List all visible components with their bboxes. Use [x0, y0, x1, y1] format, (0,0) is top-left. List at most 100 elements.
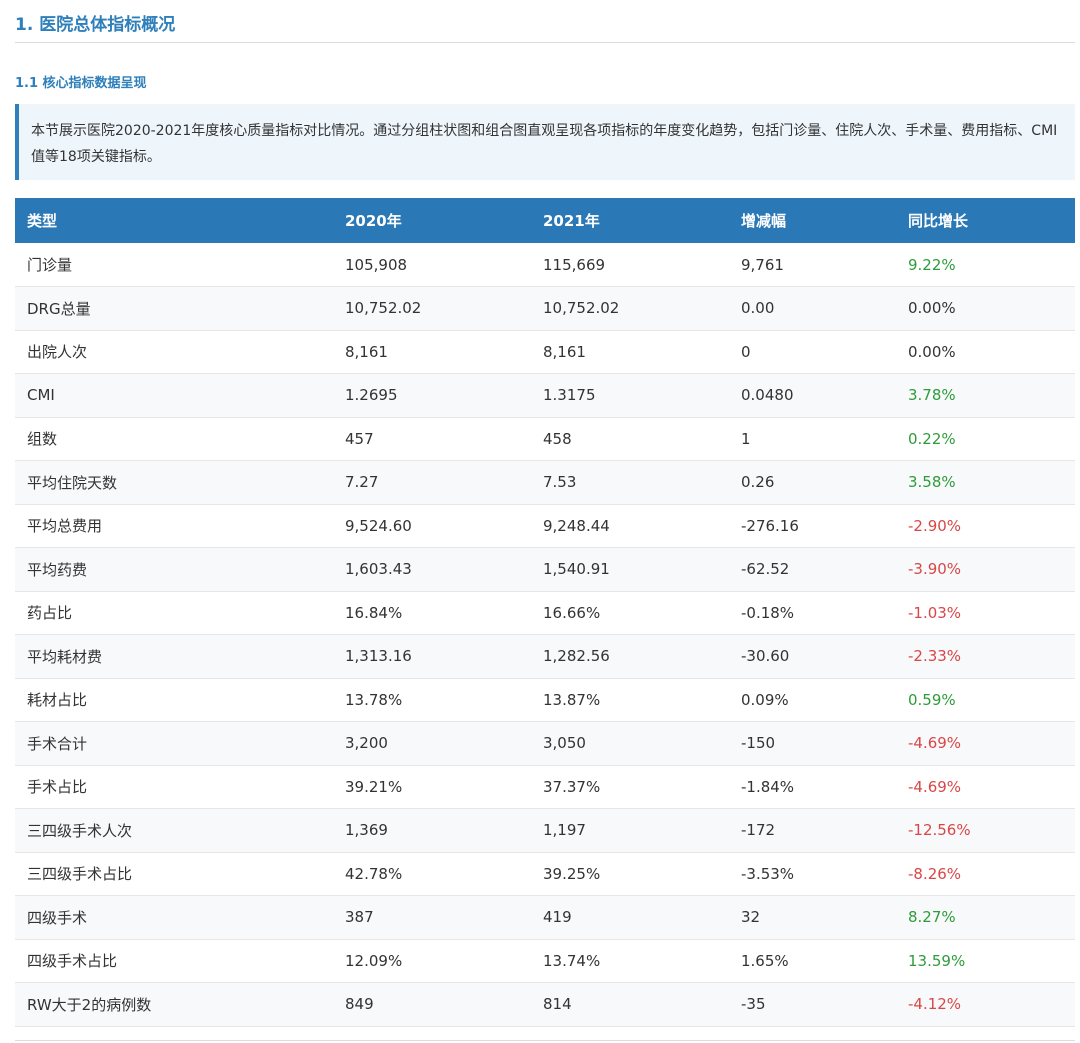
- header-yoy: 同比增长: [908, 212, 969, 230]
- cell-2021: 8,161: [543, 342, 586, 361]
- cell-2021: 419: [543, 908, 572, 927]
- cell-2020: 849: [345, 995, 374, 1014]
- cell-2021: 1.3175: [543, 386, 596, 405]
- cell-change: 1.65%: [741, 951, 789, 970]
- cell-2020: 10,752.02: [345, 299, 422, 318]
- table-row: 组数 457 458 1 0.22%: [15, 417, 1075, 461]
- cell-change: -35: [741, 995, 766, 1014]
- cell-2021: 13.74%: [543, 951, 601, 970]
- cell-yoy: -2.33%: [908, 647, 962, 666]
- bottom-divider: [15, 1040, 1075, 1041]
- cell-2020: 39.21%: [345, 777, 403, 796]
- table-row: 四级手术 387 419 32 8.27%: [15, 895, 1075, 939]
- cell-yoy: 0.59%: [908, 690, 956, 709]
- cell-type: 平均住院天数: [27, 473, 118, 492]
- section-note: 本节展示医院2020-2021年度核心质量指标对比情况。通过分组柱状图和组合图直…: [15, 104, 1075, 180]
- cell-2020: 3,200: [345, 734, 388, 753]
- cell-change: 0.09%: [741, 690, 789, 709]
- cell-change: 0: [741, 342, 751, 361]
- cell-yoy: -1.03%: [908, 603, 962, 622]
- cell-type: DRG总量: [27, 299, 91, 318]
- cell-type: 平均药费: [27, 560, 88, 579]
- cell-yoy: 13.59%: [908, 951, 966, 970]
- table-row: 门诊量 105,908 115,669 9,761 9.22%: [15, 243, 1075, 287]
- cell-type: 手术占比: [27, 778, 88, 797]
- cell-type: RW大于2的病例数: [27, 995, 152, 1014]
- cell-type: 四级手术: [27, 908, 88, 927]
- subsection-title: 1.1 核心指标数据呈现: [15, 76, 147, 91]
- cell-2020: 387: [345, 908, 374, 927]
- cell-change: -0.18%: [741, 603, 795, 622]
- title-divider: [15, 42, 1075, 43]
- cell-change: -3.53%: [741, 864, 795, 883]
- cell-change: -62.52: [741, 560, 790, 579]
- cell-type: 三四级手术占比: [27, 865, 133, 884]
- cell-2020: 13.78%: [345, 690, 403, 709]
- cell-2020: 457: [345, 429, 374, 448]
- cell-change: 9,761: [741, 255, 784, 274]
- table-row: 手术合计 3,200 3,050 -150 -4.69%: [15, 721, 1075, 765]
- cell-yoy: 0.22%: [908, 429, 956, 448]
- cell-type: 耗材占比: [27, 691, 88, 710]
- cell-2020: 16.84%: [345, 603, 403, 622]
- cell-type: 组数: [27, 430, 58, 449]
- cell-2021: 458: [543, 429, 572, 448]
- cell-2021: 3,050: [543, 734, 586, 753]
- cell-2020: 1,369: [345, 821, 388, 840]
- cell-2020: 105,908: [345, 255, 408, 274]
- cell-change: -1.84%: [741, 777, 795, 796]
- header-2021: 2021年: [543, 212, 600, 230]
- cell-2020: 1,313.16: [345, 647, 412, 666]
- cell-yoy: 0.00%: [908, 342, 956, 361]
- cell-change: 0.0480: [741, 386, 794, 405]
- cell-change: -30.60: [741, 647, 790, 666]
- cell-type: 三四级手术人次: [27, 821, 133, 840]
- header-2020: 2020年: [345, 212, 402, 230]
- cell-yoy: 3.78%: [908, 386, 956, 405]
- cell-change: 32: [741, 908, 761, 927]
- table-row: 平均住院天数 7.27 7.53 0.26 3.58%: [15, 460, 1075, 504]
- cell-2021: 1,282.56: [543, 647, 610, 666]
- cell-2020: 9,524.60: [345, 516, 412, 535]
- cell-change: 0.26: [741, 473, 775, 492]
- cell-2021: 115,669: [543, 255, 606, 274]
- cell-type: 平均耗材费: [27, 647, 103, 666]
- cell-type: 药占比: [27, 604, 73, 623]
- cell-type: 门诊量: [27, 256, 73, 274]
- cell-yoy: 8.27%: [908, 908, 956, 927]
- table-row: 平均药费 1,603.43 1,540.91 -62.52 -3.90%: [15, 547, 1075, 591]
- table-row: CMI 1.2695 1.3175 0.0480 3.78%: [15, 373, 1075, 417]
- cell-2021: 39.25%: [543, 864, 601, 883]
- cell-change: -172: [741, 821, 776, 840]
- cell-2021: 814: [543, 995, 572, 1014]
- section-title: 1. 医院总体指标概况: [15, 15, 176, 35]
- table-row: 平均耗材费 1,313.16 1,282.56 -30.60 -2.33%: [15, 634, 1075, 678]
- table-header-row: 类型 2020年 2021年 增减幅 同比增长: [15, 198, 1075, 243]
- cell-2021: 10,752.02: [543, 299, 620, 318]
- cell-yoy: -3.90%: [908, 560, 962, 579]
- cell-yoy: -4.69%: [908, 777, 962, 796]
- cell-2020: 7.27: [345, 473, 379, 492]
- cell-2021: 1,540.91: [543, 560, 610, 579]
- cell-type: 四级手术占比: [27, 952, 118, 971]
- cell-change: -150: [741, 734, 776, 753]
- cell-yoy: 9.22%: [908, 255, 956, 274]
- cell-2021: 16.66%: [543, 603, 601, 622]
- table-row: 出院人次 8,161 8,161 0 0.00%: [15, 330, 1075, 374]
- table-row: DRG总量 10,752.02 10,752.02 0.00 0.00%: [15, 286, 1075, 330]
- cell-type: CMI: [27, 386, 55, 405]
- table-row: 药占比 16.84% 16.66% -0.18% -1.03%: [15, 591, 1075, 635]
- cell-2021: 7.53: [543, 473, 577, 492]
- table-row: 三四级手术人次 1,369 1,197 -172 -12.56%: [15, 808, 1075, 852]
- header-change: 增减幅: [741, 212, 787, 230]
- cell-2020: 1,603.43: [345, 560, 412, 579]
- cell-yoy: -4.12%: [908, 995, 962, 1014]
- table-row: 四级手术占比 12.09% 13.74% 1.65% 13.59%: [15, 939, 1075, 983]
- cell-yoy: -4.69%: [908, 734, 962, 753]
- cell-type: 平均总费用: [27, 517, 103, 536]
- cell-type: 手术合计: [27, 734, 88, 753]
- table-row: 平均总费用 9,524.60 9,248.44 -276.16 -2.90%: [15, 504, 1075, 548]
- cell-2020: 12.09%: [345, 951, 403, 970]
- table-row: 三四级手术占比 42.78% 39.25% -3.53% -8.26%: [15, 852, 1075, 896]
- cell-2021: 1,197: [543, 821, 586, 840]
